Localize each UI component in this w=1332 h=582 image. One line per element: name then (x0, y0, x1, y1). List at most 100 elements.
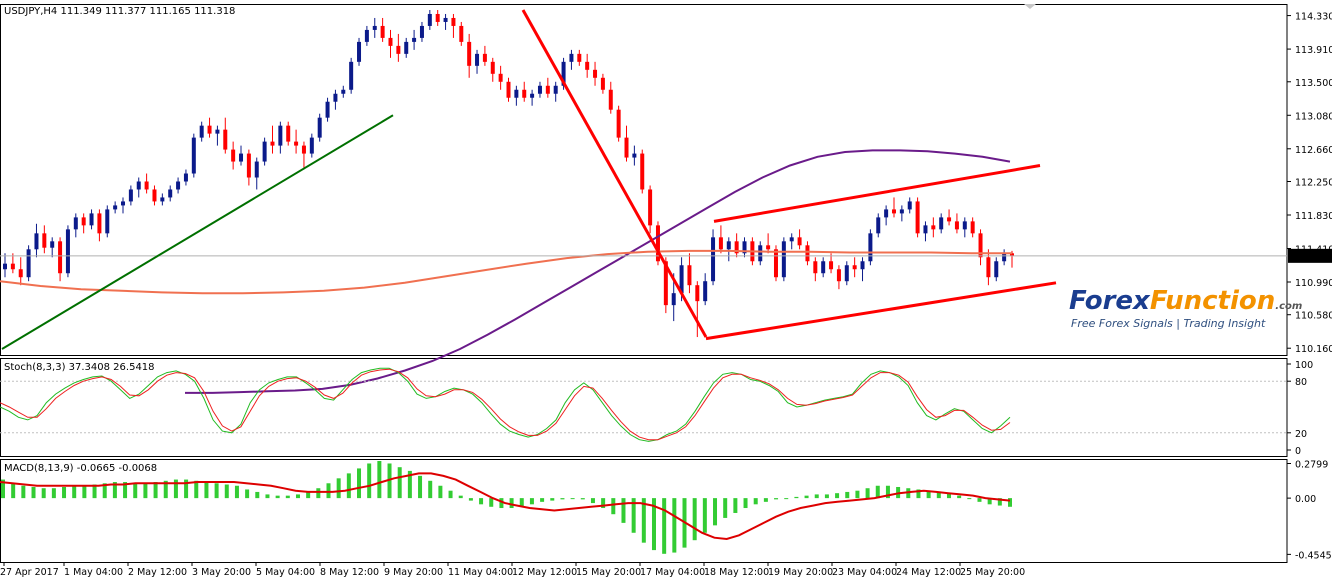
candle-bull (50, 241, 55, 248)
candle-bear (593, 69, 598, 78)
macd-histogram-bar (489, 498, 494, 507)
candle-bull (215, 129, 220, 134)
candle-bull (569, 53, 574, 62)
candle-bull (412, 37, 417, 42)
current-price-label: 111.318 (1292, 252, 1331, 263)
candle-bull (34, 233, 39, 250)
candle-bear (152, 189, 157, 202)
time-tick-label: 27 Apr 2017 (0, 567, 59, 578)
candle-bull (317, 117, 322, 138)
macd-histogram-bar (845, 491, 850, 499)
price-tick-label: 114.330 (1295, 12, 1332, 23)
time-tick-label: 3 May 20:00 (192, 567, 251, 578)
candle-bear (734, 241, 739, 254)
candle-bull (239, 153, 244, 162)
candle-bull (254, 161, 259, 178)
macd-histogram-bar (234, 485, 239, 499)
brand-logo: ForexFunction.com (1069, 286, 1302, 316)
channel-lower-line (705, 281, 1057, 341)
macd-histogram-bar (163, 480, 168, 499)
trendline-green (1, 114, 394, 350)
candle-bear (891, 209, 896, 214)
macd-histogram-bar (143, 483, 148, 499)
macd-histogram-bar (875, 485, 880, 499)
candle-bear (954, 221, 959, 230)
macd-histogram-bar (41, 488, 46, 499)
candle-bear (207, 125, 212, 134)
candle-bear (294, 141, 299, 146)
candle-bull (632, 153, 637, 158)
candle-bear (58, 241, 63, 274)
price-tick-label: 113.500 (1295, 78, 1332, 89)
candle-bull (105, 209, 110, 234)
candle-bear (144, 181, 149, 190)
candle-bull (176, 181, 181, 190)
candle-bear (718, 237, 723, 250)
stoch-tick-label: 100 (1295, 360, 1313, 371)
macd-histogram-bar (153, 482, 158, 499)
macd-histogram-bar (997, 498, 1002, 506)
time-tick-label: 12 May 12:00 (512, 567, 577, 578)
macd-histogram-bar (641, 498, 646, 543)
time-tick-label: 18 May 12:00 (704, 567, 769, 578)
macd-histogram-bar (794, 496, 799, 499)
candle-bear (970, 221, 975, 234)
current-price-box (1288, 248, 1332, 263)
candle-bear (600, 77, 605, 90)
candle-bull (899, 209, 904, 214)
macd-histogram-bar (306, 491, 311, 499)
macd-histogram-bar (804, 495, 809, 499)
macd-histogram-bar (580, 498, 585, 500)
candle-bull (1002, 253, 1007, 262)
candle-bear (915, 201, 920, 234)
candle-bull (341, 89, 346, 94)
macd-histogram-bar (702, 498, 707, 533)
candle-bear (655, 225, 660, 262)
stoch-main-line (0, 367, 1011, 442)
macd-histogram-bar (936, 491, 941, 499)
macd-histogram-bar (346, 473, 351, 499)
candle-bull (191, 137, 196, 174)
candle-bull (844, 265, 849, 282)
macd-histogram-bar (621, 498, 626, 523)
macd-histogram-bar (1, 479, 5, 499)
macd-histogram-bar (438, 485, 443, 499)
macd-histogram-bar (855, 490, 860, 499)
candle-bear (836, 269, 841, 282)
candle-bear (1010, 253, 1014, 256)
macd-histogram-bar (336, 478, 341, 499)
time-tick-label: 23 May 04:00 (832, 567, 897, 578)
candle-bull (789, 237, 794, 242)
macd-histogram-bar (926, 490, 931, 499)
candle-bull (876, 217, 881, 234)
macd-histogram-bar (672, 498, 677, 553)
macd-histogram-bar (377, 461, 382, 499)
macd-histogram-bar (651, 498, 656, 551)
macd-histogram-bar (31, 486, 36, 499)
time-tick-label: 2 May 12:00 (128, 567, 187, 578)
brand-tagline: Free Forex Signals | Trading Insight (1071, 317, 1266, 330)
macd-histogram-bar (692, 498, 697, 541)
candle-bear (663, 261, 668, 306)
candle-bull (821, 261, 826, 274)
candle-bear (467, 41, 472, 66)
macd-histogram-bar (916, 489, 921, 499)
macd-histogram-bar (418, 475, 423, 499)
candle-bear (10, 263, 15, 270)
macd-histogram-bar (316, 488, 321, 499)
price-tick-label: 111.830 (1295, 211, 1332, 222)
macd-histogram-bar (631, 498, 636, 533)
macd-histogram-bar (295, 494, 300, 499)
macd-histogram-bar (407, 470, 412, 499)
candle-bull (907, 201, 912, 210)
candle-bull (939, 217, 944, 230)
macd-histogram-bar (214, 483, 219, 499)
macd-histogram-bar (367, 463, 372, 499)
stoch-tick-label: 80 (1295, 377, 1307, 388)
time-tick-label: 25 May 20:00 (960, 567, 1025, 578)
candle-bull (325, 101, 330, 118)
macd-histogram-bar (92, 484, 97, 499)
macd-histogram-bar (265, 494, 270, 499)
